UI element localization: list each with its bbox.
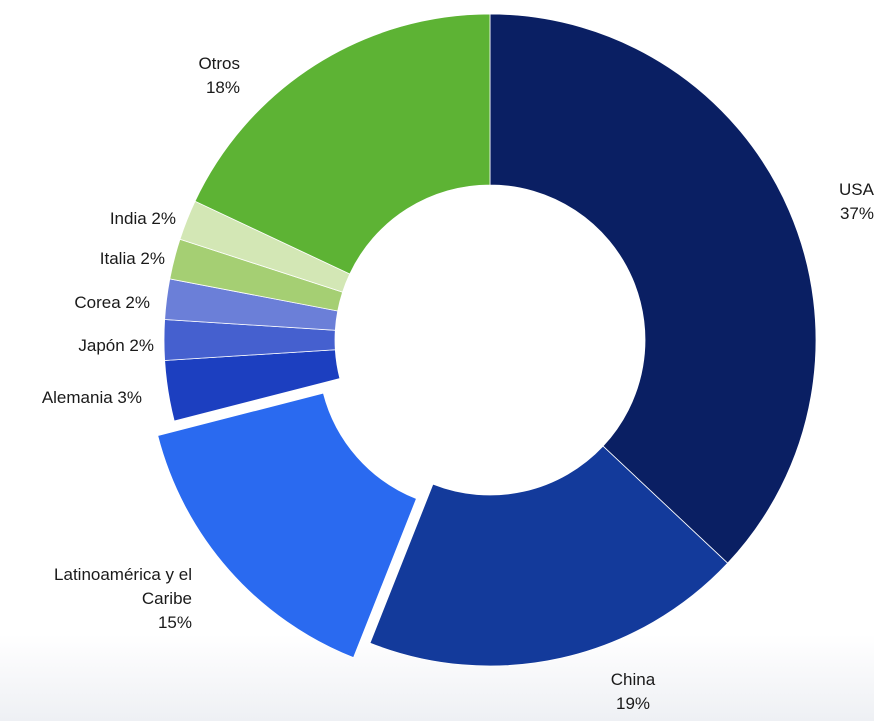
value-label: 2% [151,209,176,228]
slice-label: Corea 2% [74,291,150,315]
category-label: China [610,670,656,689]
donut-slice [489,13,817,564]
value-label: 2% [129,336,154,355]
donut-slice [194,13,491,275]
slice-label: Italia 2% [100,247,165,271]
category-label: Corea [74,293,121,312]
category-label: Italia [99,249,136,268]
slice-label: China 19% [533,668,733,716]
donut-slice [157,392,417,659]
category-label: Alemania [41,388,113,407]
slice-label: India 2% [110,207,176,231]
slice-label: Latinoamérica y el Caribe 15% [32,563,192,635]
category-label: Otros [198,54,240,73]
category-label: India [109,209,147,228]
value-label: 18% [205,78,240,97]
value-label: 2% [140,249,165,268]
category-label: Japón [78,336,125,355]
value-label: 19% [615,694,651,713]
category-label: USA [839,180,874,199]
value-label: 15% [157,613,192,632]
value-label: 3% [117,388,142,407]
slice-label: Alemania 3% [42,386,142,410]
value-label: 37% [839,204,874,223]
value-label: 2% [125,293,150,312]
category-label: Latinoamérica y el Caribe [54,565,192,608]
slice-label: Japón 2% [78,334,154,358]
donut-slice [369,445,729,667]
slice-label: USA 37% [839,178,874,226]
slice-label: Otros 18% [198,52,240,100]
